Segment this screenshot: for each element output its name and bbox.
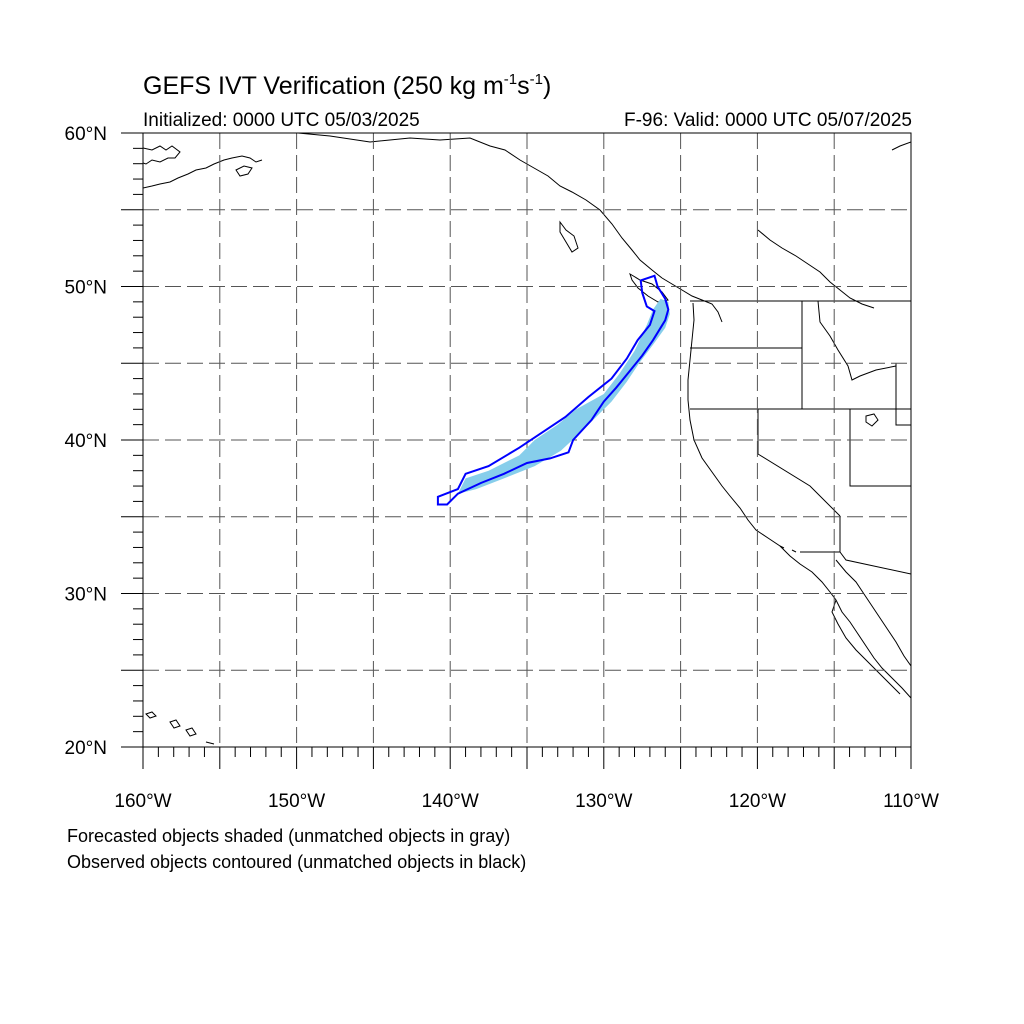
latitude-label: 30°N: [65, 585, 107, 606]
haida-gwaii-coastline: [559, 220, 579, 253]
wy-border: [895, 363, 911, 426]
latitude-label: 40°N: [65, 431, 107, 452]
yukon-coast-detail: [891, 141, 911, 151]
nv-ut-border: [849, 409, 911, 487]
longitude-label: 150°W: [268, 791, 325, 812]
latitude-label: 50°N: [65, 278, 107, 299]
longitude-label: 120°W: [729, 791, 786, 812]
great-salt-lake: [865, 413, 879, 427]
hudson-north-coastline: [757, 229, 875, 309]
observed-legend-note: Observed objects contoured (unmatched ob…: [67, 852, 527, 872]
kodiak-coastline: [235, 165, 253, 177]
longitude-label: 110°W: [883, 791, 939, 812]
init-time-label: Initialized: 0000 UTC 05/03/2025: [143, 110, 420, 131]
az-border: [839, 516, 911, 575]
baja-west-coastline: [831, 599, 901, 695]
hawaii-islands: [145, 711, 215, 745]
us-west-coastline: [687, 302, 911, 699]
latitude-label: 60°N: [65, 124, 107, 145]
bc-inland-coast: [661, 277, 723, 323]
latitude-labels: 60°N 50°N 40°N 30°N 20°N: [65, 124, 107, 759]
latitude-label: 20°N: [65, 738, 107, 759]
valid-time-label: F-96: Valid: 0000 UTC 05/07/2025: [624, 110, 912, 131]
longitude-label: 130°W: [575, 791, 632, 812]
coastline-layer: [143, 133, 911, 745]
alaska-peninsula-coastline: [143, 155, 263, 189]
longitude-label: 160°W: [114, 791, 171, 812]
channel-islands: [779, 545, 797, 553]
gulf-alaska-coastline: [297, 133, 663, 279]
alaska-coastline: [143, 145, 181, 165]
map-title: GEFS IVT Verification (250 kg m-1s-1): [143, 71, 552, 100]
baja-coastline: [835, 559, 911, 667]
ca-nv-border: [757, 409, 841, 517]
longitude-label: 140°W: [422, 791, 479, 812]
forecast-ivt-object: [457, 298, 670, 494]
observed-ivt-object: [436, 274, 670, 506]
longitude-labels: 160°W 150°W 140°W 130°W 120°W 110°W: [114, 791, 939, 812]
mt-id-border: [817, 300, 897, 381]
graticule: [143, 133, 911, 747]
forecast-legend-note: Forecasted objects shaded (unmatched obj…: [67, 826, 511, 846]
axis-ticks: [121, 132, 912, 769]
